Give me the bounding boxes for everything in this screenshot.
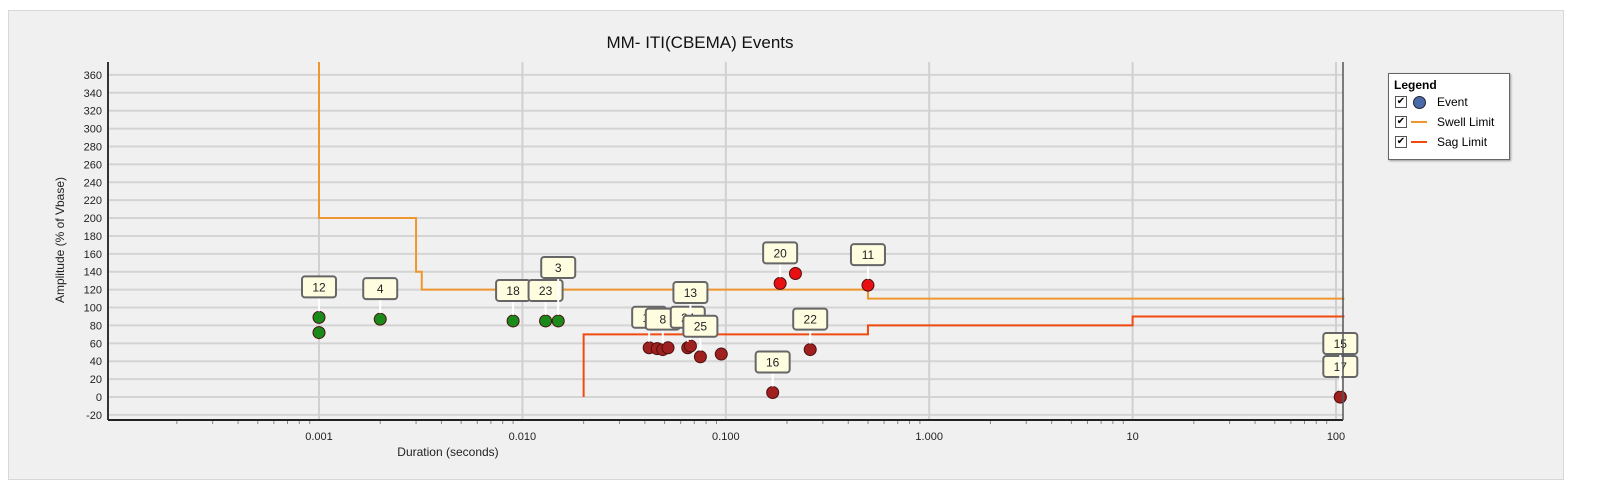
- event-point: [683, 339, 697, 353]
- x-tick-label: 0.010: [509, 431, 537, 443]
- event-label-box: [849, 243, 886, 267]
- event-point: [312, 326, 326, 340]
- event-point: [766, 386, 780, 400]
- event-label-box: [301, 275, 337, 299]
- event-point: [373, 312, 387, 326]
- circle-icon: [1412, 95, 1426, 109]
- event-label-box: [682, 314, 719, 338]
- x-tick-label: 10: [1126, 431, 1138, 443]
- x-tick-label: 0.001: [305, 431, 333, 443]
- line-icon: [1411, 141, 1427, 143]
- event-point: [861, 278, 875, 292]
- event-point: [788, 267, 802, 281]
- event-point: [1333, 390, 1347, 404]
- event-label-box: [1322, 332, 1359, 355]
- event-label: 11: [862, 248, 875, 262]
- event-label-box: [792, 307, 829, 331]
- y-tick-label: 300: [84, 124, 102, 136]
- y-tick-label: 200: [84, 213, 102, 225]
- event-label-box: [527, 278, 564, 302]
- event-point: [773, 276, 787, 290]
- event-label-box: [762, 241, 799, 265]
- sag-limit-line: [582, 315, 1345, 397]
- legend-label: Sag Limit: [1437, 135, 1488, 149]
- event-label-box: [362, 277, 399, 301]
- legend-checkbox[interactable]: ✔: [1395, 116, 1407, 128]
- x-tick-label: 100: [1327, 431, 1345, 443]
- y-tick-label: 280: [84, 141, 102, 153]
- legend-item-sag-limit[interactable]: ✔ Sag Limit: [1395, 132, 1509, 152]
- event-point: [312, 310, 326, 324]
- event-label: 18: [506, 284, 520, 298]
- legend-checkbox[interactable]: ✔: [1395, 136, 1407, 148]
- legend: Legend ✔ Event ✔ Swell Limit ✔ Sag Limit: [1388, 73, 1510, 160]
- swell-limit-line: [318, 62, 1345, 300]
- event-label: 13: [684, 286, 698, 300]
- x-tick-label: 0.100: [712, 431, 740, 443]
- event-point: [803, 343, 817, 357]
- legend-item-event[interactable]: ✔ Event: [1395, 92, 1509, 112]
- event-label: 23: [539, 284, 553, 298]
- x-axis-label: Duration (seconds): [397, 445, 498, 459]
- event-label: 20: [773, 246, 787, 260]
- y-tick-label: -20: [86, 410, 102, 422]
- event-point: [693, 350, 707, 364]
- y-tick-label: 320: [84, 106, 102, 118]
- event-label: 15: [1334, 337, 1348, 351]
- chart-title: MM- ITI(CBEMA) Events: [606, 33, 793, 52]
- event-label: 16: [766, 356, 780, 370]
- y-axis-label: Amplitude (% of Vbase): [53, 177, 67, 303]
- y-tick-label: 100: [84, 303, 102, 315]
- y-tick-label: 140: [84, 267, 102, 279]
- y-tick-label: 20: [90, 374, 102, 386]
- legend-checkbox[interactable]: ✔: [1395, 96, 1407, 108]
- y-tick-label: 120: [84, 285, 102, 297]
- y-tick-label: 180: [84, 231, 102, 243]
- event-point: [661, 341, 675, 355]
- y-tick-label: 40: [90, 356, 102, 368]
- y-tick-label: 80: [90, 320, 102, 332]
- event-point: [506, 314, 520, 328]
- y-tick-label: 220: [84, 195, 102, 207]
- event-point: [539, 314, 553, 328]
- legend-label: Event: [1437, 95, 1468, 109]
- y-tick-label: 240: [84, 177, 102, 189]
- event-point: [551, 314, 565, 328]
- legend-item-swell-limit[interactable]: ✔ Swell Limit: [1395, 112, 1509, 132]
- y-tick-label: 0: [96, 392, 102, 404]
- event-label: 8: [659, 313, 666, 327]
- event-label-box: [672, 281, 709, 305]
- y-tick-label: 360: [84, 70, 102, 82]
- event-label: 22: [804, 313, 818, 327]
- event-label: 3: [555, 261, 562, 275]
- y-tick-label: 340: [84, 88, 102, 100]
- event-label-box: [540, 255, 577, 279]
- legend-label: Swell Limit: [1437, 115, 1495, 129]
- event-label: 12: [312, 280, 326, 294]
- event-label-box: [754, 350, 791, 374]
- legend-title: Legend: [1394, 78, 1437, 92]
- y-tick-label: 160: [84, 249, 102, 261]
- x-tick-label: 1.000: [915, 431, 943, 443]
- event-label: 25: [694, 320, 708, 334]
- line-icon: [1411, 121, 1427, 123]
- event-label: 4: [377, 282, 384, 296]
- event-point: [714, 347, 728, 361]
- y-tick-label: 60: [90, 338, 102, 350]
- y-tick-label: 260: [84, 159, 102, 171]
